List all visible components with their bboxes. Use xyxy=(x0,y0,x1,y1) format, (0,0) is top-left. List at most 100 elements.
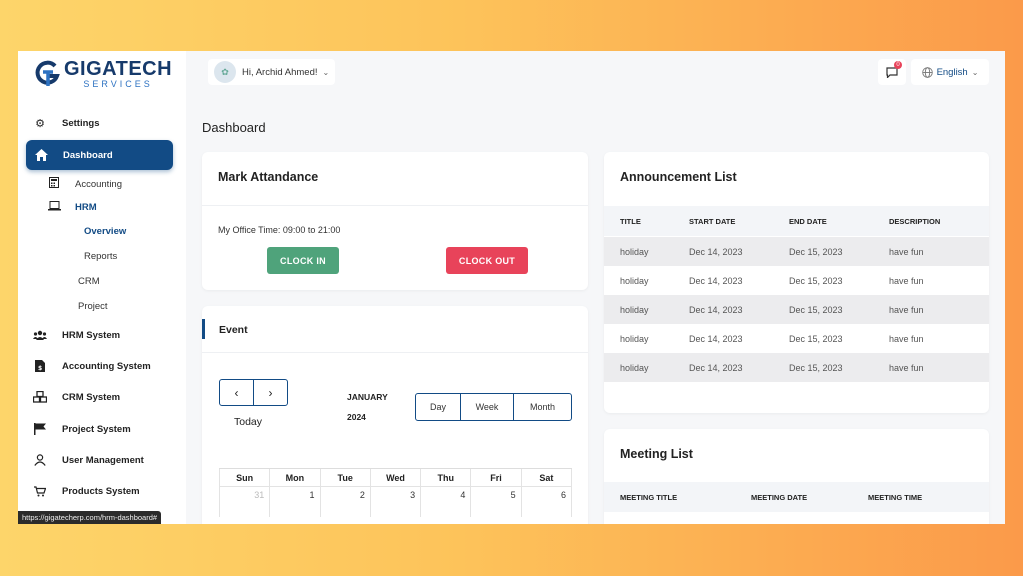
table-cell: Dec 14, 2023 xyxy=(689,362,743,373)
table-row[interactable]: holiday Dec 14, 2023 Dec 15, 2023 have f… xyxy=(604,266,989,295)
table-header: TITLE START DATE END DATE DESCRIPTION xyxy=(604,206,989,236)
clock-out-button[interactable]: CLOCK OUT xyxy=(446,247,528,274)
column-header: END DATE xyxy=(789,216,827,226)
table-row[interactable]: holiday Dec 14, 2023 Dec 15, 2023 have f… xyxy=(604,295,989,324)
flag-icon xyxy=(33,422,47,436)
prev-button[interactable]: ‹ xyxy=(219,379,254,406)
sidebar-item-label: HRM System xyxy=(62,329,121,341)
sidebar-item-accounting-system[interactable]: $ Accounting System xyxy=(18,355,186,377)
calendar-day[interactable]: 4 xyxy=(420,487,470,517)
globe-icon xyxy=(921,66,933,78)
column-header: TITLE xyxy=(620,216,641,226)
table-cell: Dec 14, 2023 xyxy=(689,333,743,344)
calendar-day[interactable]: 3 xyxy=(369,487,420,517)
sidebar-item-label: Overview xyxy=(84,226,127,237)
calendar-day[interactable]: 6 xyxy=(520,487,572,517)
announcement-title: Announcement List xyxy=(620,170,737,184)
notification-button[interactable]: 0 xyxy=(878,59,906,85)
sidebar-item-accounting[interactable]: Accounting xyxy=(47,177,122,191)
logo[interactable]: GIGATECH SERVICES xyxy=(34,59,172,89)
chevron-left-icon: ‹ xyxy=(234,385,239,400)
notification-badge: 0 xyxy=(894,61,902,69)
app-window: GIGATECH SERVICES ⚙ Settings Dashboard A… xyxy=(18,51,1005,524)
svg-text:$: $ xyxy=(38,365,42,372)
sidebar-item-hrm-system[interactable]: HRM System xyxy=(18,324,186,346)
view-week-button[interactable]: Week xyxy=(461,394,514,420)
calendar-day[interactable]: 2 xyxy=(319,487,370,517)
users-icon xyxy=(33,328,47,342)
meeting-card: Meeting List MEETING TITLE MEETING DATE … xyxy=(604,429,989,524)
sidebar-item-hrm[interactable]: HRM xyxy=(47,201,97,214)
table-cell: Dec 14, 2023 xyxy=(689,246,743,257)
table-header: MEETING TITLE MEETING DATE MEETING TIME xyxy=(604,482,989,512)
language-label: English xyxy=(936,66,968,78)
language-selector[interactable]: English ⌄ xyxy=(911,59,989,85)
clock-in-button[interactable]: CLOCK IN xyxy=(267,247,339,274)
view-day-button[interactable]: Day xyxy=(416,394,461,420)
weekday-label: Sun xyxy=(219,469,270,487)
sidebar-item-label: HRM xyxy=(75,202,97,213)
meeting-title: Meeting List xyxy=(620,447,693,461)
gear-icon: ⚙ xyxy=(35,117,45,130)
table-cell: holiday xyxy=(620,333,649,344)
user-greeting: Hi, Archid Ahmed! xyxy=(242,66,318,78)
table-row[interactable]: holiday Dec 14, 2023 Dec 15, 2023 have f… xyxy=(604,237,989,266)
table-cell: have fun xyxy=(889,362,924,373)
table-cell: have fun xyxy=(889,333,924,344)
table-cell: holiday xyxy=(620,304,649,315)
invoice-icon: $ xyxy=(33,359,47,373)
table-row[interactable]: holiday Dec 14, 2023 Dec 15, 2023 have f… xyxy=(604,353,989,382)
sidebar-item-label: CRM System xyxy=(62,391,121,403)
sidebar-item-crm[interactable]: CRM xyxy=(78,276,100,287)
sidebar-item-overview[interactable]: Overview xyxy=(84,226,126,237)
brand-name: GIGATECH xyxy=(64,58,173,80)
column-header: DESCRIPTION xyxy=(889,216,941,226)
table-cell: Dec 14, 2023 xyxy=(689,304,743,315)
column-header: MEETING TIME xyxy=(868,492,923,502)
sidebar-item-project-system[interactable]: Project System xyxy=(18,418,186,440)
table-cell: Dec 15, 2023 xyxy=(789,246,843,257)
sidebar-item-label: Products System xyxy=(62,485,140,497)
sidebar-item-label: CRM xyxy=(78,276,100,287)
sidebar-item-products-system[interactable]: Products System xyxy=(18,480,186,502)
sidebar-item-settings[interactable]: ⚙ Settings xyxy=(18,112,186,134)
divider xyxy=(202,205,588,206)
section-marker xyxy=(202,319,205,339)
sidebar: GIGATECH SERVICES ⚙ Settings Dashboard A… xyxy=(18,51,186,524)
cart-icon xyxy=(33,484,47,498)
table-cell: Dec 15, 2023 xyxy=(789,275,843,286)
calendar-grid: Sun Mon Tue Wed Thu Fri Sat 31 1 2 3 4 5… xyxy=(219,468,572,517)
calendar-day[interactable]: 5 xyxy=(470,487,520,517)
weekday-label: Sat xyxy=(520,469,572,487)
table-cell: holiday xyxy=(620,246,649,257)
user-menu[interactable]: ✿ Hi, Archid Ahmed! ⌄ xyxy=(208,59,336,85)
sidebar-item-label: Reports xyxy=(84,251,118,262)
sidebar-item-reports[interactable]: Reports xyxy=(84,251,117,262)
calendar-month: JANUARY xyxy=(347,392,388,402)
weekday-label: Mon xyxy=(269,469,320,487)
sidebar-item-label: Dashboard xyxy=(63,149,113,161)
chevron-right-icon: › xyxy=(268,385,273,400)
weekday-label: Fri xyxy=(470,469,521,487)
user-icon xyxy=(33,453,47,467)
table-cell: Dec 15, 2023 xyxy=(789,304,843,315)
calendar-day[interactable]: 1 xyxy=(269,487,319,517)
calendar-week: 31 1 2 3 4 5 6 xyxy=(219,487,572,517)
weekday-label: Wed xyxy=(369,469,421,487)
sidebar-item-label: Project System xyxy=(62,423,131,435)
chevron-down-icon: ⌄ xyxy=(322,67,330,77)
calendar-day[interactable]: 31 xyxy=(219,487,269,517)
sidebar-item-crm-system[interactable]: CRM System xyxy=(18,386,186,408)
table-cell: have fun xyxy=(889,304,924,315)
sidebar-item-user-management[interactable]: User Management xyxy=(18,449,186,471)
view-month-button[interactable]: Month xyxy=(529,402,555,412)
brand-sub: SERVICES xyxy=(83,79,153,89)
sidebar-item-dashboard[interactable]: Dashboard xyxy=(26,140,173,170)
sidebar-item-project[interactable]: Project xyxy=(78,301,108,312)
laptop-icon xyxy=(47,201,61,214)
sidebar-item-label: Project xyxy=(78,301,108,312)
today-button[interactable]: Today xyxy=(234,416,263,428)
next-button[interactable]: › xyxy=(253,379,288,406)
table-row[interactable]: holiday Dec 14, 2023 Dec 15, 2023 have f… xyxy=(604,324,989,353)
attendance-title: Mark Attandance xyxy=(218,170,319,184)
